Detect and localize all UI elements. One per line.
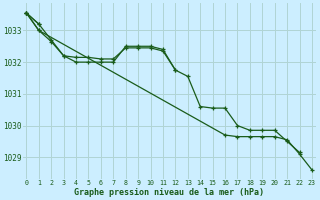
X-axis label: Graphe pression niveau de la mer (hPa): Graphe pression niveau de la mer (hPa) <box>74 188 264 197</box>
